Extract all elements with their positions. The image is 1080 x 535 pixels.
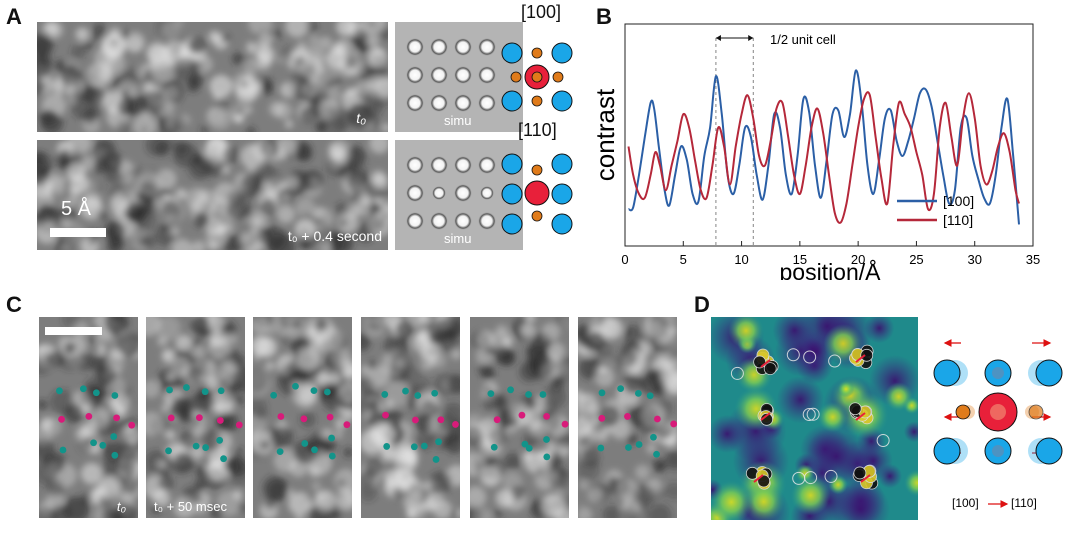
orange-atom <box>1028 404 1044 420</box>
cyan-atom <box>933 437 961 465</box>
series-line-100 <box>628 69 1020 225</box>
em-frame-2: t₀ + 50 msec <box>146 317 245 518</box>
simulation-image-bottom: simu <box>395 140 523 250</box>
cyan-atom <box>501 90 523 112</box>
em-frame-3 <box>253 317 352 518</box>
zone-label-110: [110] <box>518 120 557 140</box>
cyan-atom <box>501 183 523 205</box>
cyan-atom <box>1035 437 1063 465</box>
plot-area <box>624 23 1034 247</box>
orange-atom <box>531 210 543 222</box>
y-axis-label: contrast <box>590 88 620 181</box>
cyan-atom <box>551 213 573 235</box>
cyan-atom <box>501 153 523 175</box>
cyan-atom <box>501 213 523 235</box>
frame-time-label: t₀ <box>116 499 126 514</box>
half-unit-cell-label: 1/2 unit cell <box>770 32 836 47</box>
em-frame-5 <box>470 317 569 518</box>
panel-a-letter: A <box>6 4 22 29</box>
x-tick-label: 25 <box>909 252 923 267</box>
transition-from-label: [100] <box>952 496 979 510</box>
orange-atom <box>955 404 971 420</box>
scale-label-a: 5 Å <box>61 198 92 220</box>
orange-atom <box>531 164 543 176</box>
orange-atom <box>531 95 543 107</box>
em-frame-4 <box>361 317 460 518</box>
simulation-image-top: simu <box>395 22 523 132</box>
zone-label-100: [100] <box>521 2 562 22</box>
x-tick-label: 0 <box>621 252 628 267</box>
panel-d-letter: D <box>694 292 710 317</box>
x-tick-label: 30 <box>967 252 981 267</box>
frame-time-label: t₀ + 50 msec <box>154 499 227 514</box>
transition-diagram: [100] [110] <box>933 339 1063 510</box>
sim-label-bottom: simu <box>444 231 472 246</box>
scale-bar-a <box>50 228 106 237</box>
atom-model-100 <box>501 42 573 112</box>
atom-model-110 <box>501 153 573 235</box>
orange-atom <box>531 47 543 59</box>
heatmap-trajectory <box>711 317 918 520</box>
cyan-atom <box>551 153 573 175</box>
cyan-atom <box>933 359 961 387</box>
legend: [100] [110] <box>897 193 974 228</box>
em-frame-1: t₀ <box>39 317 138 518</box>
panel-c-letter: C <box>6 292 22 317</box>
time-label-a-bottom: t₀ + 0.4 second <box>287 228 382 244</box>
cyan-atom <box>1035 359 1063 387</box>
legend-label-100: [100] <box>943 193 974 209</box>
cyan-atom <box>551 90 573 112</box>
x-tick-label: 15 <box>793 252 807 267</box>
em-image-a-top: t₀ <box>37 22 388 132</box>
time-label-a-top: t₀ <box>356 110 366 126</box>
orange-atom <box>531 71 543 83</box>
scale-bar-c <box>45 327 102 335</box>
panel-b-letter: B <box>596 4 612 29</box>
orange-atom <box>552 71 564 83</box>
transition-to-label: [110] <box>1011 496 1037 510</box>
red-atom <box>524 180 550 206</box>
em-image-a-bottom: 5 Å t₀ + 0.4 second <box>37 140 388 250</box>
series-line-110 <box>627 91 1020 224</box>
x-axis-label: position/Å <box>779 258 881 280</box>
cyan-atom <box>551 42 573 64</box>
x-tick-label: 5 <box>680 252 687 267</box>
x-tick-label: 10 <box>734 252 748 267</box>
cyan-atom <box>501 42 523 64</box>
x-tick-label: 35 <box>1026 252 1040 267</box>
x-tick-label: 20 <box>851 252 865 267</box>
orange-atom <box>510 71 522 83</box>
legend-label-110: [110] <box>943 212 973 228</box>
sim-label-top: simu <box>444 113 472 128</box>
em-frame-6 <box>578 317 677 518</box>
cyan-atom <box>551 183 573 205</box>
line-chart: 0 5 10 15 20 25 30 35 contrast position/Å 1/2 u… <box>590 23 1040 280</box>
